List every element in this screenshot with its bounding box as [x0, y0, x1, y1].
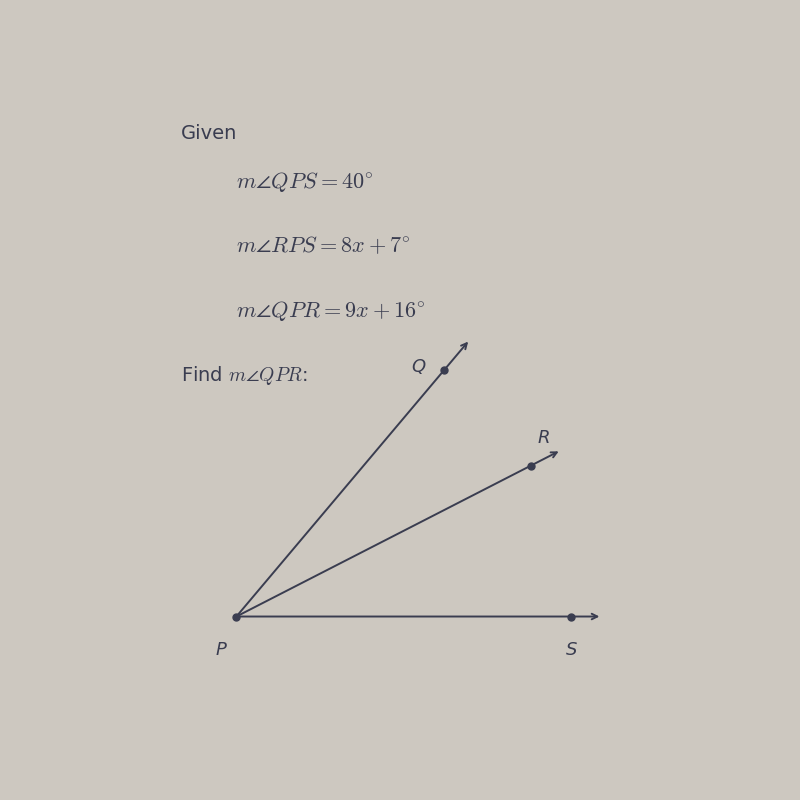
- Text: $m\angle QPS = 40^{\circ}$: $m\angle QPS = 40^{\circ}$: [237, 170, 374, 194]
- Text: $m\angle RPS = 8x + 7^{\circ}$: $m\angle RPS = 8x + 7^{\circ}$: [237, 234, 411, 256]
- Text: P: P: [215, 641, 226, 659]
- Text: $m\angle QPR = 9x + 16^{\circ}$: $m\angle QPR = 9x + 16^{\circ}$: [237, 299, 426, 323]
- Text: Given: Given: [181, 124, 237, 142]
- Text: Find $m\angle QPR$:: Find $m\angle QPR$:: [181, 364, 307, 387]
- Text: R: R: [537, 429, 550, 447]
- Text: Q: Q: [411, 358, 426, 376]
- Text: S: S: [566, 641, 577, 659]
